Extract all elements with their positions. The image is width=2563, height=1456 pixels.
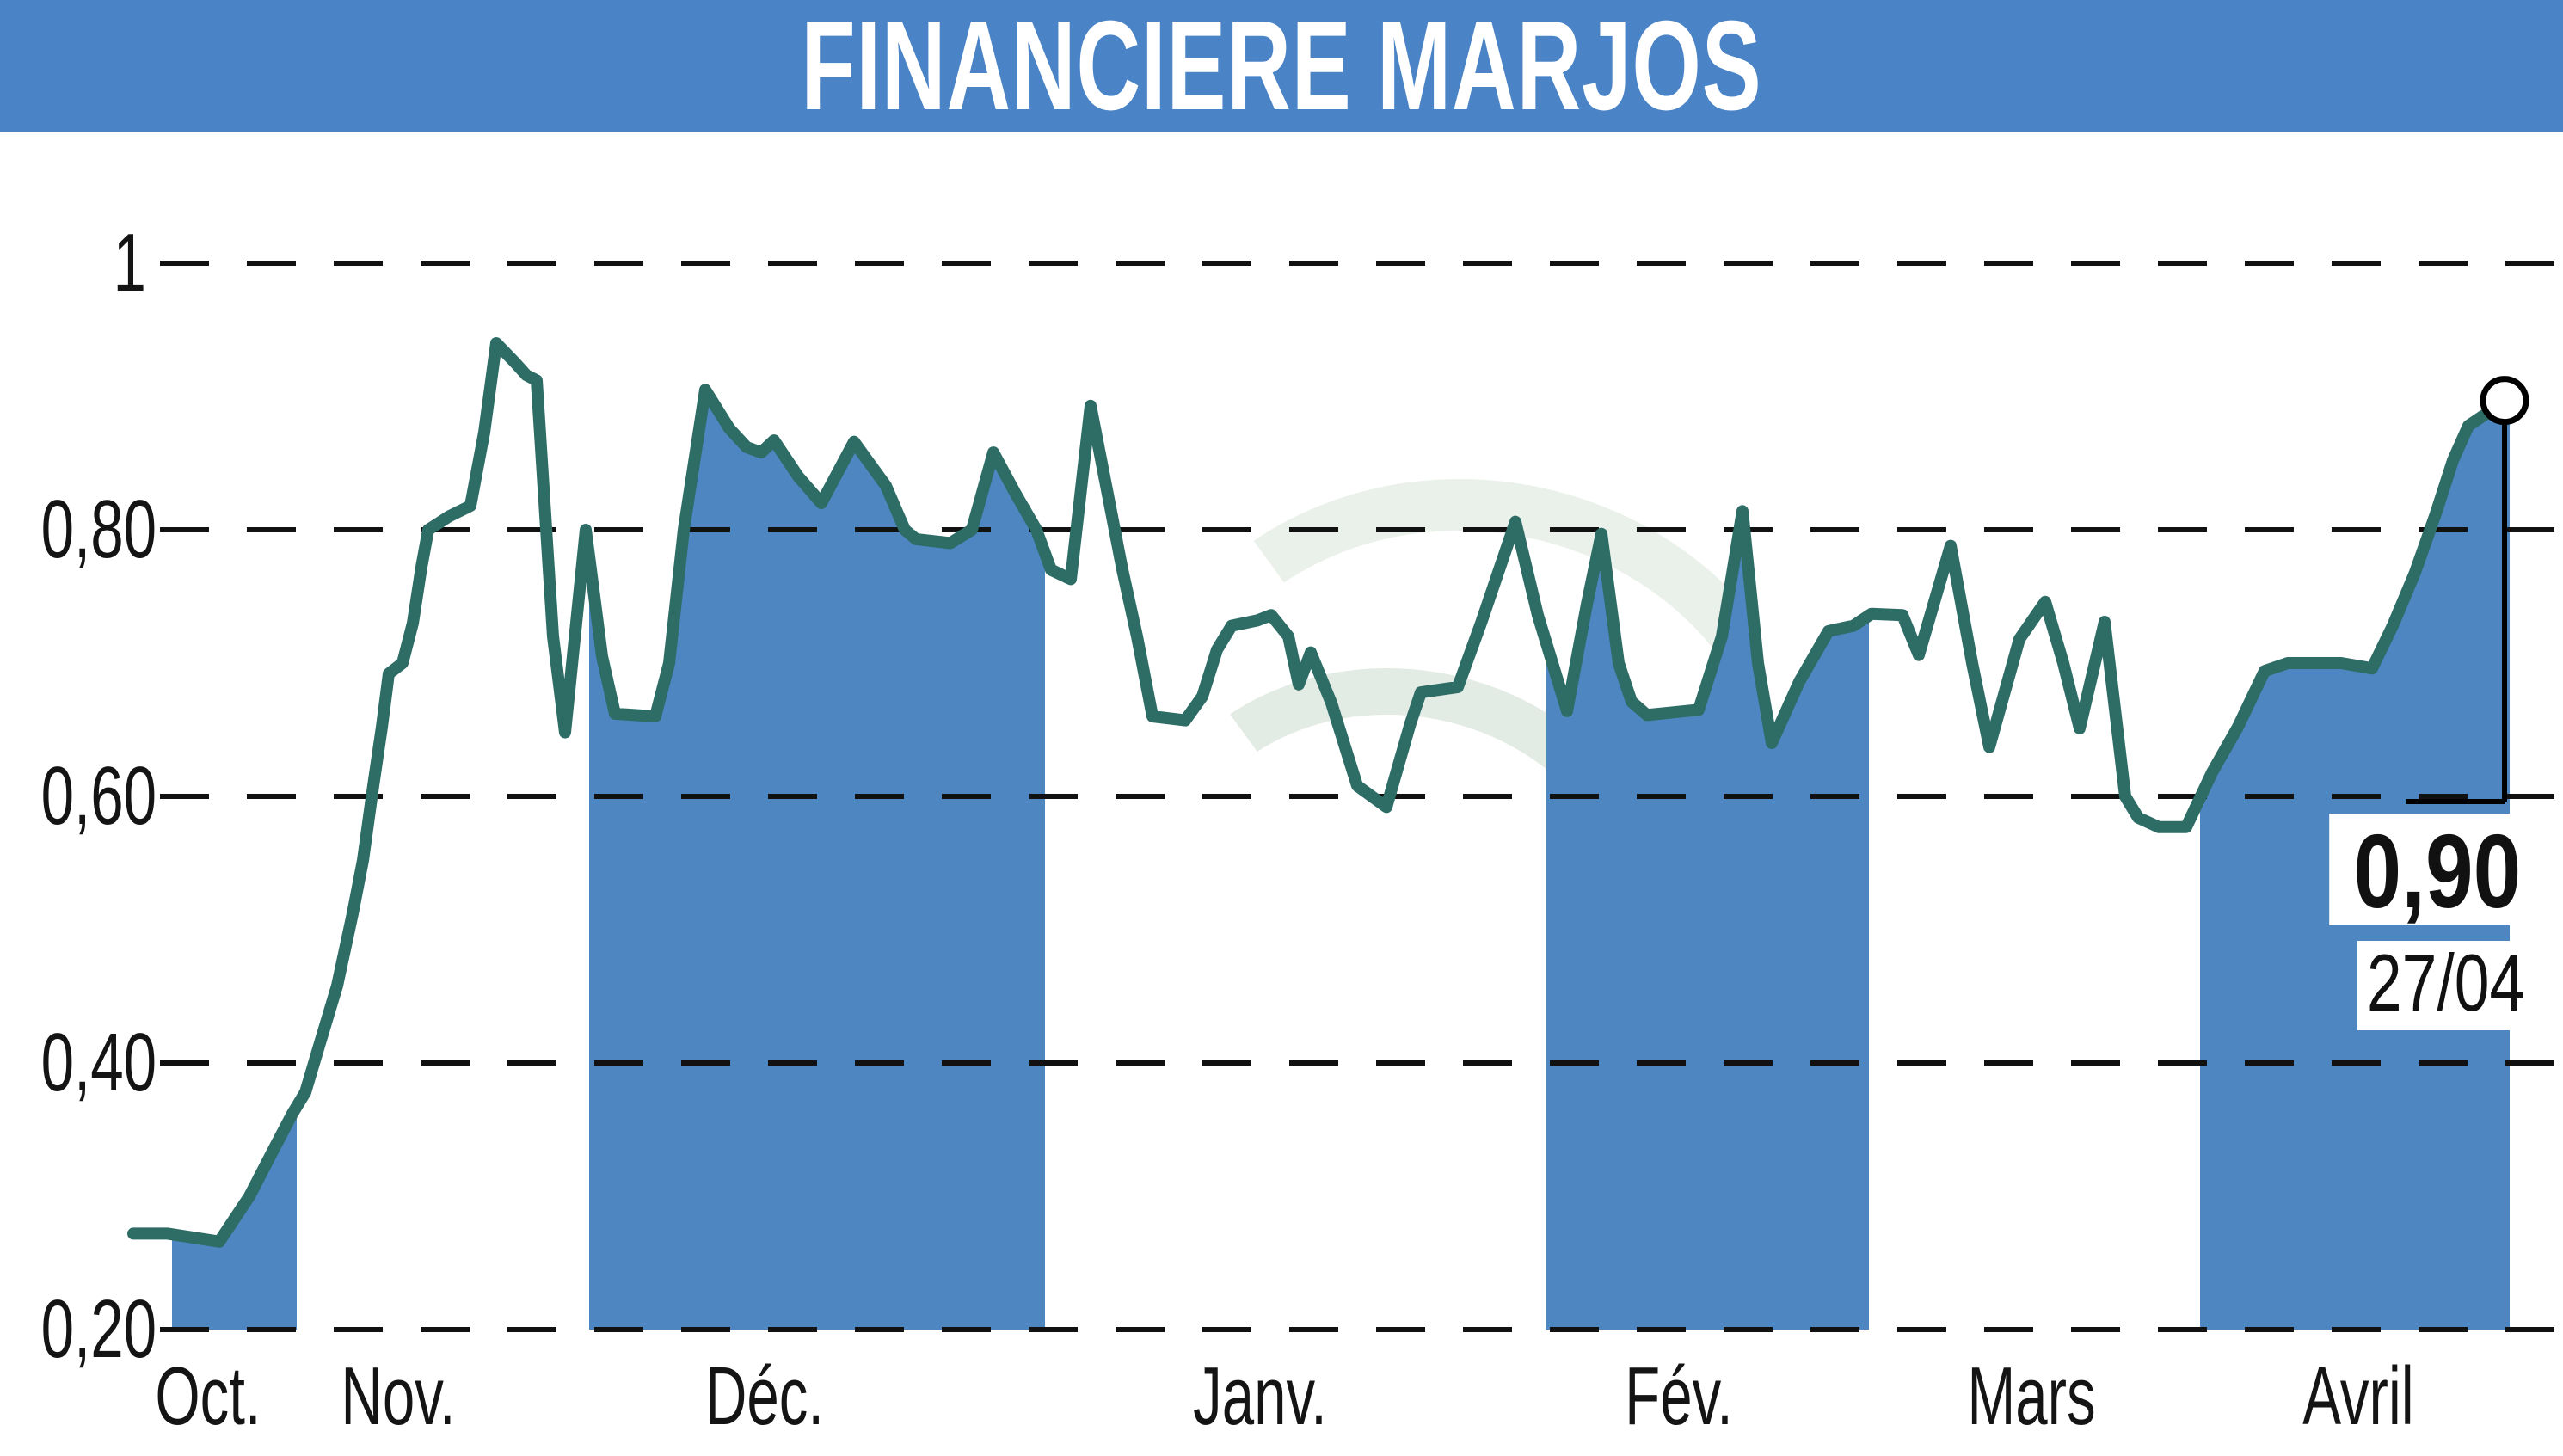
last-price-callout: 0,90 27/04	[2284, 814, 2534, 1030]
last-price-date: 27/04	[2357, 941, 2534, 1030]
y-axis-label: 0,80	[40, 483, 157, 575]
y-axis-label: 0,20	[40, 1283, 157, 1375]
y-axis-label: 0,60	[40, 750, 157, 842]
y-axis-label: 0,40	[40, 1017, 157, 1109]
x-axis-label: Avril	[2302, 1350, 2414, 1442]
x-axis-label: Fév.	[1625, 1350, 1733, 1442]
x-axis-label: Nov.	[341, 1350, 456, 1442]
y-axis-label: 1	[113, 217, 146, 309]
area-fill	[589, 390, 1045, 1330]
x-axis-label: Déc.	[704, 1350, 825, 1442]
x-axis-label: Janv.	[1193, 1350, 1327, 1442]
price-line	[127, 337, 2511, 1248]
x-axis-label: Mars	[1967, 1350, 2096, 1442]
page-title: FINANCIERE MARJOS	[801, 0, 1762, 137]
header-bar: FINANCIERE MARJOS	[0, 0, 2563, 132]
area-fill	[172, 1106, 297, 1330]
x-axis-label: Oct.	[155, 1350, 261, 1442]
last-price-marker	[2480, 376, 2529, 426]
last-price-value: 0,90	[2329, 814, 2534, 925]
